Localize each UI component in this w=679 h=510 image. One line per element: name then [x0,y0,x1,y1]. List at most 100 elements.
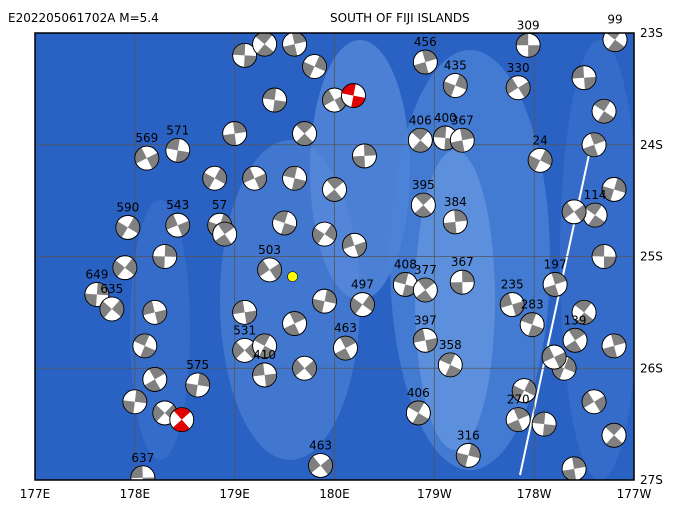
beachball [442,73,468,98]
beachball [519,312,545,338]
beachball-quadrant [450,282,463,295]
beachball-quadrant [232,300,245,315]
event-label: 590 [116,200,139,214]
beachball-quadrant [165,138,180,151]
beachball [410,192,436,218]
beachball-outline [571,65,597,91]
beachball-quadrant [351,95,366,108]
beachball-quadrant [605,423,623,436]
beachball-quadrant [574,300,592,313]
beachball [282,33,307,57]
beachball-quadrant [574,204,587,222]
beachball-outline [405,400,431,426]
event-label: 395 [412,178,435,192]
beachball-quadrant [582,391,595,408]
beachball-quadrant [314,55,327,72]
event-label: 197 [544,257,567,271]
beachball [302,54,327,79]
beachball-outline [282,311,307,336]
beachball-quadrant [454,209,468,222]
beachball-quadrant [415,290,433,303]
x-tick-label: 178W [517,487,552,501]
beachball-quadrant [445,364,462,377]
beachball-quadrant [96,282,109,296]
beachball-quadrant [572,456,586,469]
beachball [455,443,481,468]
beachball [601,333,627,359]
beachball-quadrant [568,328,586,341]
beachball-quadrant [576,312,594,325]
x-tick-label: 177E [20,487,51,501]
beachball [342,232,367,258]
beachball-outline [232,299,258,325]
beachball-quadrant [524,379,537,397]
beachball-quadrant [513,407,530,420]
beachball-outline [272,210,297,236]
beachball-quadrant [593,99,611,112]
beachball-quadrant [433,126,447,139]
beachball-outline [257,257,283,283]
beachball-quadrant [252,363,265,377]
beachball-outline [412,49,438,75]
beachball [272,210,297,236]
beachball-outline [437,352,463,378]
beachball [531,411,557,437]
beachball-outline [292,121,317,146]
beachball-quadrant [325,189,343,202]
beachball-outline [581,132,607,158]
beachball [333,335,358,361]
beachball [292,355,317,381]
beachball-quadrant [152,256,165,269]
beachball-quadrant [244,55,257,68]
beachball-quadrant [140,345,156,358]
beachball-quadrant [562,202,575,219]
beachball-quadrant [506,77,519,95]
beachball-quadrant [603,256,617,269]
region: SOUTH OF FIJI ISLANDS [330,11,470,25]
beachball [222,121,248,146]
beachball-quadrant [185,383,198,397]
event-marker [287,271,298,282]
beachball-quadrant [528,45,541,58]
beachball-outline [242,165,268,191]
event-label: 531 [233,323,256,337]
beachball-quadrant [232,341,245,359]
beachball-quadrant [450,140,465,153]
y-tick-label: 25S [640,250,663,264]
event-label: 367 [451,255,474,269]
y-tick-label: 27S [640,473,663,487]
beachball [308,453,333,478]
beachball-outline [282,33,307,57]
beachball-outline [202,165,228,191]
beachball-outline [591,244,617,269]
beachball [282,311,307,336]
event-label: 235 [501,278,524,292]
beachball-outline [252,33,278,57]
beachball-outline [165,212,191,238]
beachball-quadrant [130,465,143,479]
event-label: 24 [533,133,548,147]
event-label: 575 [186,358,209,372]
beachball-outline [412,327,438,353]
beachball-quadrant [172,419,190,432]
event-label: 406 [409,113,432,127]
beachball-outline [130,465,156,480]
beachball-outline [527,147,553,173]
event-label: 99 [607,13,622,27]
beachball-outline [562,327,588,353]
beachball-outline [601,333,627,359]
beachball-outline [112,255,138,281]
beachball-quadrant [594,395,607,413]
beachball-outline [252,333,278,359]
beachball-outline [342,232,367,258]
event-label: 270 [507,393,530,407]
event-label: 571 [166,123,189,137]
beachball [185,372,211,398]
beachball-outline [601,422,627,448]
beachball-quadrant [165,214,178,230]
beachball-quadrant [254,173,267,190]
beachball [322,177,347,202]
beachball [505,75,531,101]
beachball [562,327,588,353]
